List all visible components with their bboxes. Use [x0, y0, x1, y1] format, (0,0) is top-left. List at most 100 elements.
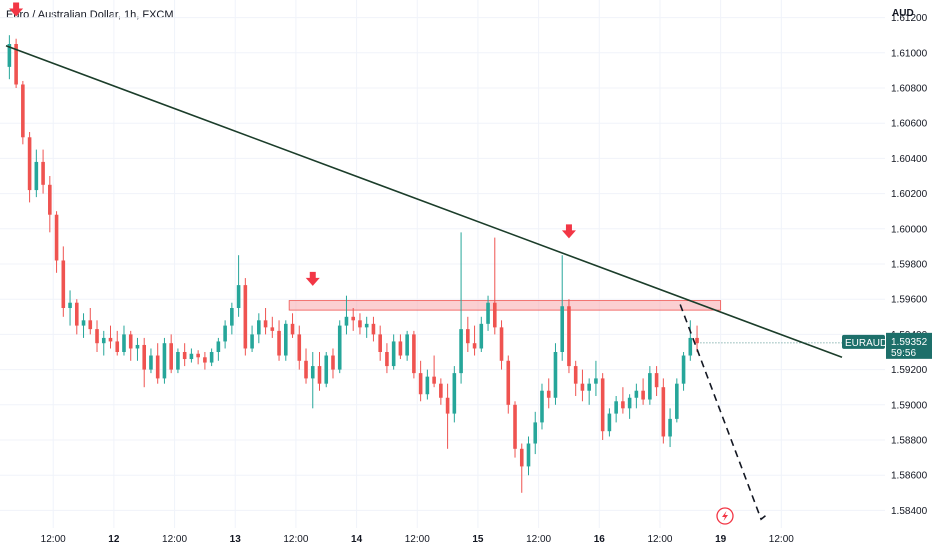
candle: [418, 360, 423, 402]
candle-body: [277, 330, 281, 356]
candles: [7, 35, 699, 493]
arrow-down-icon: [305, 271, 320, 286]
x-tick-label: 12:00: [405, 534, 430, 545]
candle-body: [297, 334, 302, 361]
candle-body: [108, 337, 113, 342]
x-tick-label: 12:00: [769, 534, 794, 545]
candle: [209, 348, 214, 367]
candle-body: [196, 353, 200, 358]
candle: [425, 369, 430, 400]
candle-body: [358, 320, 362, 328]
candle: [675, 378, 679, 423]
candle: [661, 378, 666, 444]
candle: [223, 320, 227, 349]
x-tick-label: 12:00: [41, 534, 66, 545]
candle-body: [398, 341, 403, 356]
candle-body: [425, 376, 430, 395]
candle-body: [169, 343, 173, 370]
candle-body: [627, 397, 632, 409]
candle-body: [513, 404, 517, 449]
candle-body: [573, 366, 578, 384]
candle-body: [546, 390, 551, 398]
candle-body: [479, 323, 484, 349]
candle: [587, 378, 591, 405]
y-tick-label: 1.60000: [891, 224, 928, 235]
candle-body: [331, 355, 335, 370]
y-tick-label: 1.60200: [891, 189, 928, 200]
candle-body: [14, 44, 18, 85]
candle-body: [675, 383, 679, 419]
candle: [344, 295, 349, 335]
candle-body: [34, 161, 39, 191]
candle-body: [519, 448, 524, 467]
candle-body: [122, 334, 126, 352]
candle-body: [654, 373, 659, 388]
candle: [21, 80, 25, 145]
x-tick-label: 12:00: [526, 534, 551, 545]
candle: [695, 325, 699, 352]
projection-line: [679, 304, 769, 521]
y-tick-label: 1.59000: [891, 400, 928, 411]
candle-body: [587, 383, 591, 391]
candle: [203, 352, 207, 370]
candle-body: [412, 334, 416, 374]
candle-body: [290, 323, 295, 335]
candle: [283, 320, 288, 361]
candle: [304, 348, 308, 384]
candle: [499, 320, 504, 370]
replay-icon[interactable]: [716, 507, 734, 525]
candle-body: [115, 341, 120, 352]
candle: [216, 337, 221, 361]
candle-body: [621, 401, 625, 409]
candle: [654, 366, 659, 396]
candle-body: [641, 390, 645, 400]
x-axis: 12:00 12 12:00 13 12:00 14 12:00 15 12:00 16 12:00…: [41, 534, 795, 545]
candle-body: [54, 214, 59, 261]
candle: [250, 325, 254, 352]
candle-body: [681, 355, 686, 384]
candle: [641, 378, 645, 405]
candle: [479, 316, 484, 352]
candle: [594, 360, 598, 396]
x-tick-label: 15: [472, 534, 484, 545]
candle-body: [378, 334, 382, 352]
y-axis: 1.61200 1.61000 1.60800 1.60600 1.60400 1.602…: [891, 13, 928, 517]
candle-body: [209, 352, 214, 363]
y-tick-label: 1.61000: [891, 48, 928, 59]
candle-body: [472, 343, 477, 349]
candle-body: [270, 327, 275, 331]
candle: [324, 352, 329, 388]
y-tick-label: 1.60800: [891, 84, 928, 95]
candle-body: [61, 260, 66, 308]
x-tick-label: 19: [715, 534, 727, 545]
trendline[interactable]: [5, 45, 843, 359]
candle: [27, 132, 32, 203]
candle-body: [95, 329, 99, 344]
candle-body: [594, 378, 598, 384]
candle-body: [486, 302, 490, 324]
candle: [74, 299, 79, 335]
candle: [317, 352, 322, 391]
y-tick-label: 1.58400: [891, 506, 928, 517]
y-tick-label: 1.60600: [891, 119, 928, 130]
arrow-down-icon: [9, 2, 24, 17]
candle: [310, 352, 315, 409]
candle: [432, 355, 436, 388]
candle-body: [452, 373, 457, 414]
candle: [567, 299, 571, 374]
candle: [149, 348, 153, 374]
candle: [331, 348, 335, 379]
candle: [371, 316, 376, 342]
candle: [243, 278, 248, 356]
candle: [364, 316, 369, 338]
candle: [466, 316, 470, 352]
candle: [7, 35, 12, 80]
candle-body: [41, 161, 45, 185]
candle-body: [324, 355, 329, 384]
candle: [257, 313, 261, 344]
candle-body: [466, 329, 470, 344]
candle-body: [385, 352, 389, 367]
candle-body: [648, 373, 652, 400]
candle: [634, 383, 639, 409]
